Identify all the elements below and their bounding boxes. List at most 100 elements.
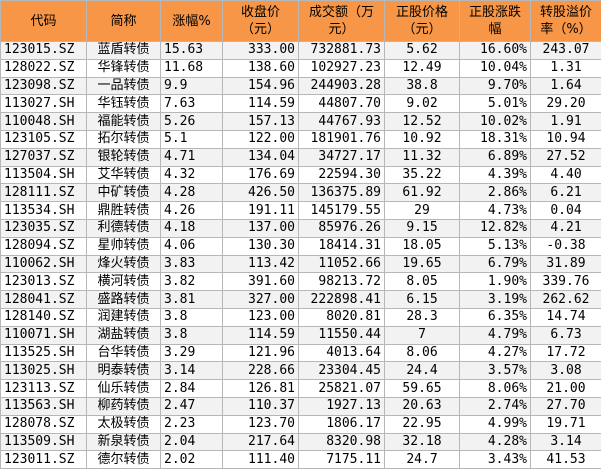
table-cell: 110071.SH	[0, 325, 87, 345]
table-cell: 38.8	[384, 76, 460, 96]
table-cell: 3.14	[160, 361, 223, 381]
table-cell: 1.64	[530, 76, 601, 96]
table-cell: 4.27%	[459, 343, 531, 363]
table-row: 123011.SZ 德尔转债 2.02 111.40 7175.11 24.7 3.43% 4…	[0, 450, 601, 469]
table-cell: 1.90%	[459, 272, 531, 292]
table-cell: 台华转债	[86, 343, 161, 363]
table-cell: 228.66	[222, 361, 299, 381]
table-cell: 339.76	[530, 272, 601, 292]
table-cell: 明泰转债	[86, 361, 161, 381]
header-cell: 正股价格（元）	[384, 0, 460, 42]
table-cell: 25821.07	[298, 379, 385, 398]
table-cell: 41.53	[530, 450, 601, 469]
table-row: 113027.SH 华钰转债 7.63 114.59 44807.70 9.02 5.01%…	[0, 94, 601, 114]
header-cell: 代码	[0, 0, 87, 42]
table-cell: 35.22	[384, 165, 460, 185]
table-cell: 华锋转债	[86, 58, 161, 78]
table-cell: 5.26	[160, 112, 223, 131]
table-cell: 18414.31	[298, 236, 385, 256]
table-cell: 128140.SZ	[0, 307, 87, 327]
table-cell: 拓尔转债	[86, 129, 161, 149]
table-cell: 24.7	[384, 450, 460, 469]
table-cell: 福能转债	[86, 112, 161, 131]
table-cell: 327.00	[222, 290, 299, 309]
table-cell: 11550.44	[298, 325, 385, 345]
table-cell: 110.37	[222, 396, 299, 416]
table-cell: 华钰转债	[86, 94, 161, 114]
table-cell: 2.02	[160, 450, 223, 469]
table-body: 123015.SZ 蓝盾转债 15.63 333.00 732881.73 5.62 16.…	[0, 41, 601, 469]
table-row: 113563.SH 柳药转债 2.47 110.37 1927.13 20.63 2.74%…	[0, 396, 601, 416]
header-cell: 正股涨跌幅	[459, 0, 531, 42]
table-cell: 154.96	[222, 76, 299, 96]
table-cell: 426.50	[222, 183, 299, 203]
table-cell: 110048.SH	[0, 112, 87, 131]
table-cell: 17.72	[530, 343, 601, 363]
table-cell: 5.01%	[459, 94, 531, 114]
table-cell: 18.05	[384, 236, 460, 256]
table-cell: 20.63	[384, 396, 460, 416]
header-cell: 简称	[86, 0, 161, 42]
table-cell: 217.64	[222, 432, 299, 452]
table-cell: 7.63	[160, 94, 223, 114]
table-cell: 4.28	[160, 183, 223, 203]
table-cell: 4.21	[530, 218, 601, 238]
header-cell: 成交额（万元）	[298, 0, 385, 42]
table-cell: 127037.SZ	[0, 147, 87, 167]
table-cell: 2.86%	[459, 183, 531, 203]
table-cell: 4013.64	[298, 343, 385, 363]
table-cell: 134.04	[222, 147, 299, 167]
header-cell: 收盘价（元）	[222, 0, 299, 42]
table-cell: 4.71	[160, 147, 223, 167]
table-cell: 蓝盾转债	[86, 41, 161, 60]
table-row: 128078.SZ 太极转债 2.23 123.70 1806.17 22.95 4.99%…	[0, 414, 601, 434]
table-cell: 732881.73	[298, 41, 385, 60]
table-cell: 10.94	[530, 129, 601, 149]
table-cell: 4.79%	[459, 325, 531, 345]
table-cell: 138.60	[222, 58, 299, 78]
table-cell: 6.89%	[459, 147, 531, 167]
table-cell: 111.40	[222, 450, 299, 469]
table-cell: 243.07	[530, 41, 601, 60]
table-cell: 利德转债	[86, 218, 161, 238]
table-cell: 12.52	[384, 112, 460, 131]
table-cell: 10.02%	[459, 112, 531, 131]
table-cell: 0.04	[530, 201, 601, 220]
table-cell: 3.19%	[459, 290, 531, 309]
table-cell: 128078.SZ	[0, 414, 87, 434]
table-cell: 7	[384, 325, 460, 345]
table-row: 128022.SZ 华锋转债 11.68 138.60 102927.23 12.49 10…	[0, 58, 601, 78]
table-cell: 123105.SZ	[0, 129, 87, 149]
table-cell: 114.59	[222, 94, 299, 114]
table-cell: 3.81	[160, 290, 223, 309]
table-cell: 18.31%	[459, 129, 531, 149]
table-cell: 9.15	[384, 218, 460, 238]
table-cell: 176.69	[222, 165, 299, 185]
table-cell: 6.21	[530, 183, 601, 203]
table-cell: 123013.SZ	[0, 272, 87, 292]
table-cell: 10.04%	[459, 58, 531, 78]
table-cell: 136375.89	[298, 183, 385, 203]
table-row: 128094.SZ 星帅转债 4.06 130.30 18414.31 18.05 5.13…	[0, 236, 601, 256]
table-cell: 137.00	[222, 218, 299, 238]
table-cell: 仙乐转债	[86, 379, 161, 398]
table-cell: 5.13%	[459, 236, 531, 256]
table-cell: 128111.SZ	[0, 183, 87, 203]
table-row: 123013.SZ 横河转债 3.82 391.60 98213.72 8.05 1.90%…	[0, 272, 601, 292]
table-cell: 15.63	[160, 41, 223, 60]
table-cell: 31.89	[530, 254, 601, 274]
table-row: 128111.SZ 中矿转债 4.28 426.50 136375.89 61.92 2.8…	[0, 183, 601, 203]
table-cell: 44767.93	[298, 112, 385, 131]
table-cell: 8020.81	[298, 307, 385, 327]
table-row: 123105.SZ 拓尔转债 5.1 122.00 181901.76 10.92 18.3…	[0, 129, 601, 149]
table-cell: 5.62	[384, 41, 460, 60]
table-cell: 28.3	[384, 307, 460, 327]
table-row: 110071.SH 湖盐转债 3.8 114.59 11550.44 7 4.79% 6.73	[0, 325, 601, 345]
table-cell: 3.57%	[459, 361, 531, 381]
table-cell: 3.83	[160, 254, 223, 274]
table-row: 127037.SZ 银轮转债 4.71 134.04 34727.17 11.32 6.89…	[0, 147, 601, 167]
table-cell: 4.40	[530, 165, 601, 185]
table-cell: 7175.11	[298, 450, 385, 469]
table-cell: 4.99%	[459, 414, 531, 434]
table-cell: 11052.66	[298, 254, 385, 274]
